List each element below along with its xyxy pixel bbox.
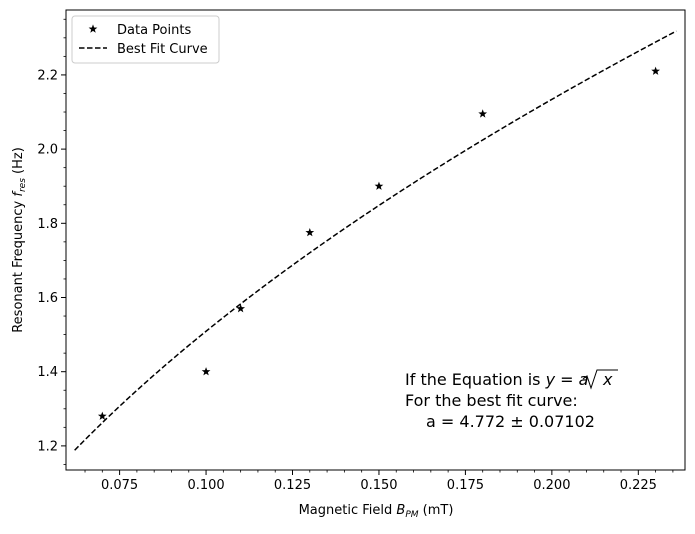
legend-star-marker: [88, 24, 98, 33]
annotation-line-2: For the best fit curve:: [405, 391, 578, 410]
x-tick-label: 0.075: [101, 478, 138, 493]
annotation-radicand: x: [602, 370, 613, 389]
data-point: [97, 411, 107, 420]
data-point: [651, 66, 660, 75]
plot-frame: [65, 9, 686, 471]
y-axis-ticks: 1.2 1.4 1.6 1.8 2.0 2.2: [37, 18, 66, 465]
y-axis-label: Resonant Frequency fres (Hz): [11, 147, 28, 333]
data-point: [201, 367, 211, 376]
y-tick-label: 2.2: [37, 68, 58, 83]
fit-annotation: If the Equation is y = a x For the best …: [405, 369, 618, 431]
y-tick-label: 1.4: [37, 365, 58, 380]
fit-layer: [74, 30, 677, 451]
y-tick-label: 2.0: [37, 143, 58, 158]
x-tick-label: 0.200: [533, 478, 570, 493]
legend: Data Points Best Fit Curve: [71, 15, 220, 64]
x-axis-label: Magnetic Field BPM (mT): [299, 503, 454, 520]
y-tick-label: 1.8: [37, 217, 58, 232]
y-tick-label: 1.6: [37, 291, 58, 306]
data-point: [478, 109, 488, 118]
legend-box: [71, 15, 220, 64]
legend-label-data-points: Data Points: [117, 23, 191, 38]
data-point: [305, 227, 315, 237]
x-tick-label: 0.100: [187, 478, 224, 493]
annotation-line-1: If the Equation is y = a: [405, 370, 588, 389]
x-tick-label: 0.225: [620, 478, 657, 493]
x-tick-label: 0.125: [274, 478, 311, 493]
points-layer: [97, 66, 660, 420]
annotation-line-3: a = 4.772 ± 0.07102: [426, 412, 595, 431]
best-fit-curve: [74, 30, 677, 451]
x-tick-label: 0.175: [447, 478, 484, 493]
data-point: [236, 304, 246, 313]
x-axis-ticks: 0.075 0.100 0.125 0.150 0.175 0.200 0.225: [84, 470, 674, 493]
sqrt-symbol: [582, 369, 618, 390]
y-tick-label: 1.2: [37, 439, 58, 454]
legend-star: [88, 24, 98, 33]
x-tick-label: 0.150: [360, 478, 397, 493]
legend-label-best-fit: Best Fit Curve: [117, 42, 208, 57]
data-point: [374, 181, 384, 190]
